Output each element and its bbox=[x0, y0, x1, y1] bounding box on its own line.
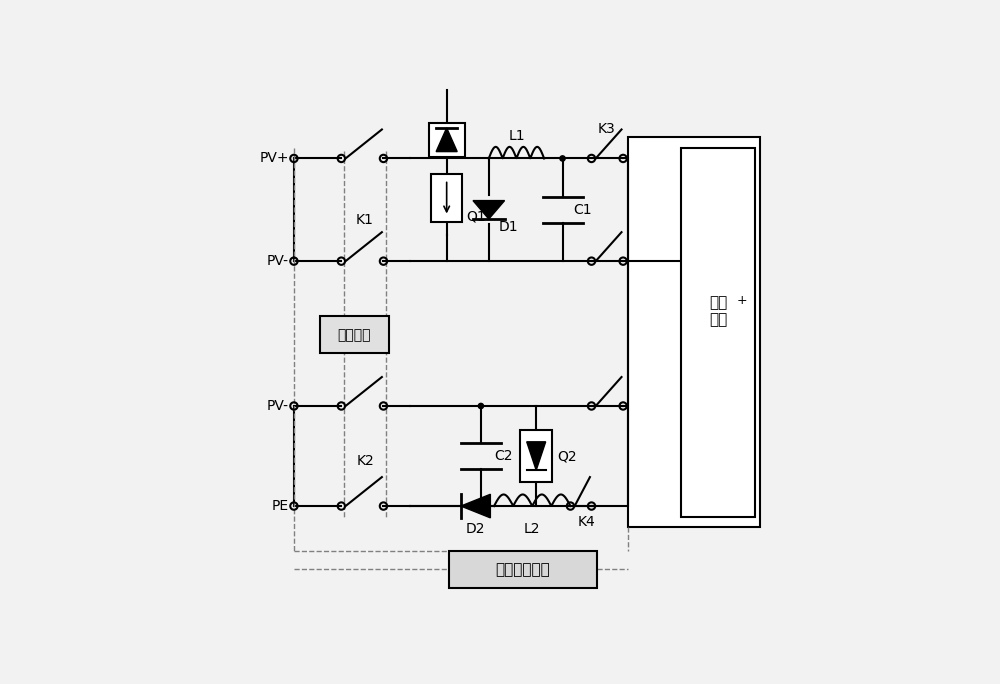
Bar bbox=[431, 174, 462, 222]
Text: PV-: PV- bbox=[267, 399, 289, 413]
Text: PV-: PV- bbox=[267, 254, 289, 268]
Circle shape bbox=[478, 404, 484, 408]
Text: K2: K2 bbox=[356, 454, 374, 469]
Bar bbox=[429, 122, 465, 157]
Text: K3: K3 bbox=[598, 122, 616, 137]
Text: PV+: PV+ bbox=[259, 151, 289, 166]
Polygon shape bbox=[436, 128, 457, 152]
Text: D2: D2 bbox=[466, 522, 485, 536]
Text: L1: L1 bbox=[508, 129, 525, 143]
Text: C1: C1 bbox=[573, 202, 592, 217]
Bar bbox=[449, 551, 597, 588]
Text: Q1: Q1 bbox=[467, 209, 486, 224]
Bar bbox=[320, 317, 389, 354]
Text: K1: K1 bbox=[356, 213, 374, 227]
Text: 电池
模块: 电池 模块 bbox=[709, 295, 727, 328]
Circle shape bbox=[560, 156, 565, 161]
Bar bbox=[681, 148, 755, 516]
Polygon shape bbox=[473, 200, 505, 219]
Text: L2: L2 bbox=[524, 522, 541, 536]
Bar bbox=[520, 430, 552, 482]
Text: D1: D1 bbox=[498, 220, 518, 234]
Text: PE: PE bbox=[272, 499, 289, 513]
Text: C2: C2 bbox=[494, 449, 513, 463]
Bar bbox=[628, 137, 760, 527]
Polygon shape bbox=[461, 495, 490, 518]
Text: Q2: Q2 bbox=[557, 449, 577, 463]
Text: 时钟开关: 时钟开关 bbox=[338, 328, 371, 342]
Text: +: + bbox=[736, 294, 747, 307]
Text: K4: K4 bbox=[577, 515, 595, 529]
Polygon shape bbox=[527, 442, 546, 470]
Text: 数据采集模块: 数据采集模块 bbox=[496, 562, 550, 577]
